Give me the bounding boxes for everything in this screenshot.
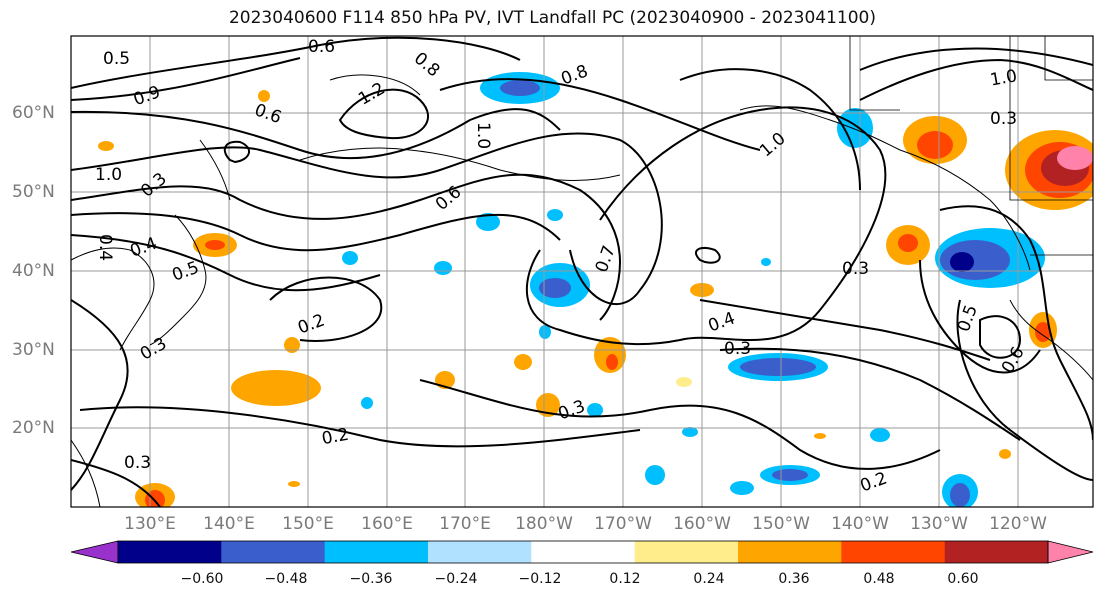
colorbar-segment bbox=[221, 541, 326, 563]
colorbar-segment bbox=[324, 541, 429, 563]
borders bbox=[849, 36, 1093, 256]
longitude-label: 160°W bbox=[673, 514, 731, 534]
colorbar-segment bbox=[428, 541, 532, 563]
coastlines bbox=[71, 74, 1093, 507]
contour-label: 0.3 bbox=[124, 453, 151, 473]
colorbar-tick-label: −0.24 bbox=[434, 571, 478, 587]
contour-label: 0.5 bbox=[103, 49, 130, 69]
latitude-label: 50°N bbox=[12, 182, 55, 202]
contour-label: 0.2 bbox=[320, 425, 350, 449]
colorbar-extend-max bbox=[1047, 540, 1094, 564]
colorbar-segment bbox=[944, 541, 1049, 563]
longitude-label: 150°W bbox=[752, 514, 810, 534]
colorbar-tick-label: 0.12 bbox=[609, 571, 641, 587]
colorbar-segment bbox=[118, 541, 222, 563]
pv-contours bbox=[71, 36, 1093, 507]
colorbar-segment bbox=[634, 541, 739, 563]
latitude-label: 60°N bbox=[12, 103, 55, 123]
contour-label: 0.4 bbox=[95, 234, 115, 261]
colorbar-segment bbox=[841, 541, 946, 563]
colorbar-tick-label: −0.36 bbox=[349, 571, 393, 587]
longitude-label: 170°E bbox=[439, 514, 491, 534]
colorbar bbox=[70, 540, 1094, 564]
longitude-label: 130°E bbox=[124, 514, 176, 534]
contour-label: 0.6 bbox=[308, 37, 335, 57]
latitude-label: 30°N bbox=[12, 340, 55, 360]
map-frame bbox=[70, 35, 1094, 508]
colorbar-extend-min bbox=[70, 540, 119, 564]
contour-label: 0.3 bbox=[842, 259, 869, 279]
colorbar-tick-label: −0.12 bbox=[518, 571, 562, 587]
longitude-label: 120°W bbox=[989, 514, 1047, 534]
colorbar-tick-label: 0.60 bbox=[947, 571, 979, 587]
colorbar-segment bbox=[531, 541, 636, 563]
contour-label: 1.0 bbox=[473, 122, 493, 149]
latitude-label: 20°N bbox=[12, 418, 55, 438]
longitude-label: 180°W bbox=[515, 514, 573, 534]
latitude-label: 40°N bbox=[12, 261, 55, 281]
contour-label: 0.3 bbox=[990, 109, 1017, 129]
colorbar-segment bbox=[738, 541, 842, 563]
longitude-label: 160°E bbox=[361, 514, 413, 534]
colorbar-tick-label: −0.48 bbox=[264, 571, 308, 587]
colorbar-frame bbox=[117, 540, 1049, 564]
contour-label: 1.0 bbox=[989, 66, 1019, 90]
contour-label: 1.0 bbox=[95, 165, 122, 185]
colorbar-tick-label: −0.60 bbox=[180, 571, 224, 587]
colorbar-tick-label: 0.48 bbox=[863, 571, 895, 587]
colorbar-tick-label: 0.36 bbox=[778, 571, 810, 587]
map-title: 2023040600 F114 850 hPa PV, IVT Landfall… bbox=[228, 8, 876, 28]
contour-label: 0.3 bbox=[724, 339, 751, 359]
colorbar-tick-label: 0.24 bbox=[693, 571, 725, 587]
longitude-label: 170°W bbox=[594, 514, 652, 534]
longitude-label: 150°E bbox=[282, 514, 334, 534]
longitude-label: 140°E bbox=[203, 514, 255, 534]
longitude-label: 140°W bbox=[831, 514, 889, 534]
longitude-label: 130°W bbox=[910, 514, 968, 534]
